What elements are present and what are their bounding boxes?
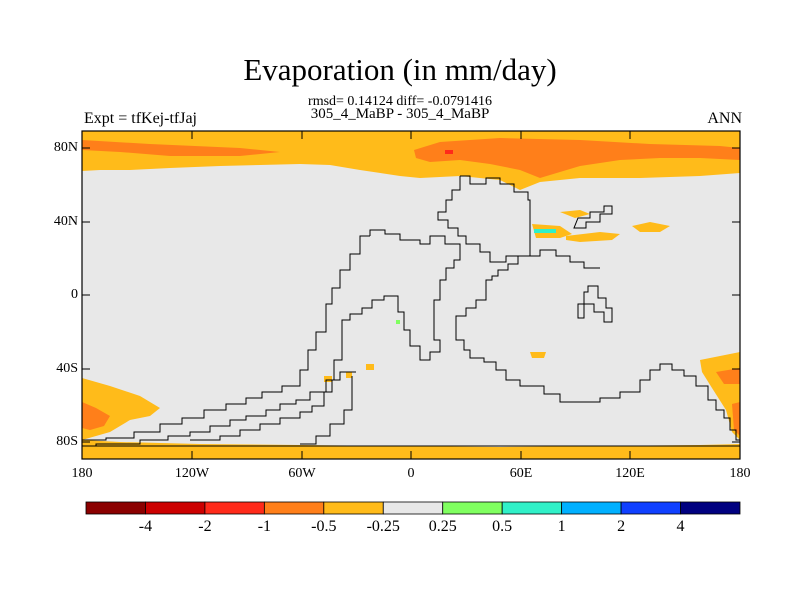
north-band-dark-east	[414, 138, 740, 178]
x-tick-180e: 180	[729, 466, 751, 481]
ne-orange-blob-2	[566, 232, 620, 242]
colorbar-box-8	[561, 501, 622, 515]
coastline-asia	[530, 249, 600, 269]
subtitle-label: 305_4_MaBP - 305_4_MaBP	[310, 106, 490, 122]
south-small-blob-1	[530, 352, 546, 358]
y-tick-0: 0	[71, 287, 78, 302]
ne-cyan-blob	[534, 229, 556, 233]
colorbar-box-1	[145, 501, 206, 515]
x-tick-120e: 120E	[615, 466, 645, 481]
axis-ticks	[82, 131, 740, 459]
colorbar-label-1: -2	[198, 518, 212, 535]
coastline-africa-europe	[455, 175, 740, 441]
colorbar-box-6	[442, 501, 503, 515]
x-tick-120w: 120W	[174, 466, 210, 481]
x-tick-0: 0	[407, 466, 415, 481]
ne-orange-blob-3	[632, 222, 670, 232]
north-band-dark-west	[82, 140, 280, 156]
south-blob-east-dark-2	[732, 402, 740, 436]
colorbar-label-8: 2	[617, 518, 626, 535]
y-tick-40s: 40S	[56, 361, 78, 376]
y-tick-80n: 80N	[53, 140, 78, 155]
colorbar	[85, 501, 741, 515]
x-tick-60e: 60E	[509, 466, 533, 481]
colorbar-box-7	[501, 501, 563, 515]
coastlines	[82, 175, 740, 447]
south-blob-west-dark	[82, 402, 110, 430]
colorbar-box-3	[263, 501, 325, 515]
chart-title: Evaporation (in mm/day)	[243, 52, 557, 87]
coastline-south-inner	[190, 371, 356, 441]
south-small-blob-3	[324, 376, 332, 382]
y-tick-80s: 80S	[56, 434, 78, 449]
green-dot	[396, 320, 400, 324]
coastline-south-pillar	[300, 376, 353, 445]
colorbar-label-3: -0.5	[311, 518, 337, 535]
y-tick-40n: 40N	[53, 214, 78, 229]
colorbar-box-10	[680, 501, 741, 515]
coastline-southwest-arm	[82, 235, 370, 441]
colorbar-label-6: 0.5	[492, 518, 513, 535]
colorbar-box-5	[382, 501, 444, 515]
x-tick-60w: 60W	[288, 466, 316, 481]
south-blob-east-dark	[716, 368, 740, 384]
south-small-blob-4	[346, 372, 352, 378]
coastline-caspian	[573, 205, 613, 229]
x-tick-180w: 180	[71, 466, 93, 481]
ne-orange-blob-4	[560, 210, 590, 218]
coastline-europe-north	[437, 176, 518, 263]
colorbar-box-9	[620, 501, 681, 515]
south-band-bottom	[82, 440, 740, 459]
season-label: ANN	[707, 110, 742, 127]
north-red-spot	[445, 150, 453, 154]
colorbar-label-4: -0.25	[366, 518, 400, 535]
south-small-blob-2	[366, 364, 374, 370]
colorbar-label-5: 0.25	[428, 518, 457, 535]
stats-label: rmsd= 0.14124 diff= -0.0791416	[308, 94, 492, 109]
colorbar-box-0	[85, 501, 146, 515]
colorbar-label-0: -4	[138, 518, 153, 535]
colorbar-box-2	[204, 501, 265, 515]
coastline-peninsula	[577, 285, 613, 323]
experiment-label: Expt = tfKej-tfJaj	[84, 110, 197, 127]
colorbar-label-7: 1	[557, 518, 566, 535]
map-background	[82, 131, 740, 459]
colorbar-box-4	[323, 501, 384, 515]
coastline-americas	[82, 229, 461, 447]
colorbar-label-9: 4	[676, 518, 685, 535]
colorbar-label-2: -1	[257, 518, 272, 535]
